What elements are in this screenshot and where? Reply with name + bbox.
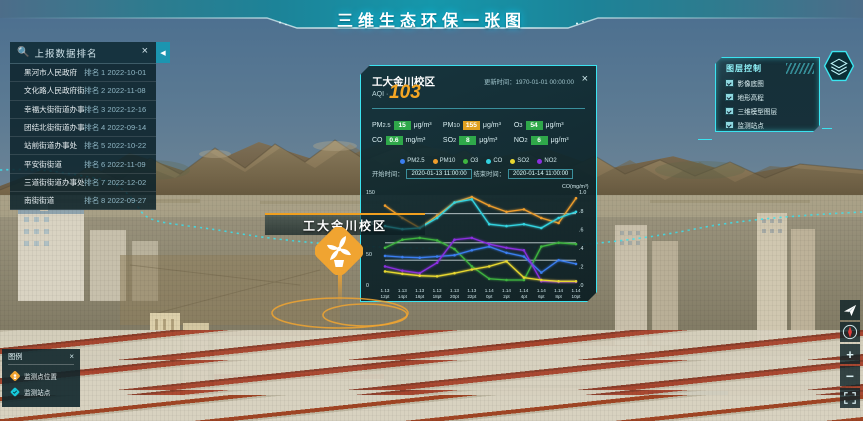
svg-text:150: 150 xyxy=(366,190,375,196)
svg-text:0: 0 xyxy=(366,283,369,289)
svg-text:1.13: 1.13 xyxy=(450,288,459,293)
svg-text:18pt: 18pt xyxy=(433,294,443,299)
svg-text:1.14: 1.14 xyxy=(485,288,494,293)
svg-text:1.13: 1.13 xyxy=(415,288,424,293)
svg-text:1.14: 1.14 xyxy=(572,288,581,293)
svg-text:4pt: 4pt xyxy=(521,294,528,299)
svg-text:CO(mg/m³): CO(mg/m³) xyxy=(562,184,589,190)
svg-text:6pt: 6pt xyxy=(538,294,545,299)
svg-text:16pt: 16pt xyxy=(415,294,425,299)
svg-text:1.14: 1.14 xyxy=(537,288,546,293)
svg-text:1.13: 1.13 xyxy=(398,288,407,293)
svg-text:8pt: 8pt xyxy=(555,294,562,299)
svg-text:.4: .4 xyxy=(579,246,583,252)
svg-text:0pt: 0pt xyxy=(486,294,493,299)
svg-text:20pt: 20pt xyxy=(450,294,460,299)
svg-text:1.0: 1.0 xyxy=(579,190,586,196)
svg-text:1.14: 1.14 xyxy=(502,288,511,293)
svg-text:1.14: 1.14 xyxy=(519,288,528,293)
svg-text:22pt: 22pt xyxy=(467,294,477,299)
svg-text:1.13: 1.13 xyxy=(381,288,390,293)
svg-text:1.14: 1.14 xyxy=(554,288,563,293)
svg-text:.8: .8 xyxy=(579,209,583,215)
svg-text:.2: .2 xyxy=(579,265,583,271)
svg-text:1.13: 1.13 xyxy=(433,288,442,293)
svg-text:50: 50 xyxy=(366,252,372,258)
svg-text:2pt: 2pt xyxy=(503,294,510,299)
svg-text:.6: .6 xyxy=(579,227,583,233)
svg-text:10pt: 10pt xyxy=(572,294,582,299)
svg-text:1.13: 1.13 xyxy=(467,288,476,293)
